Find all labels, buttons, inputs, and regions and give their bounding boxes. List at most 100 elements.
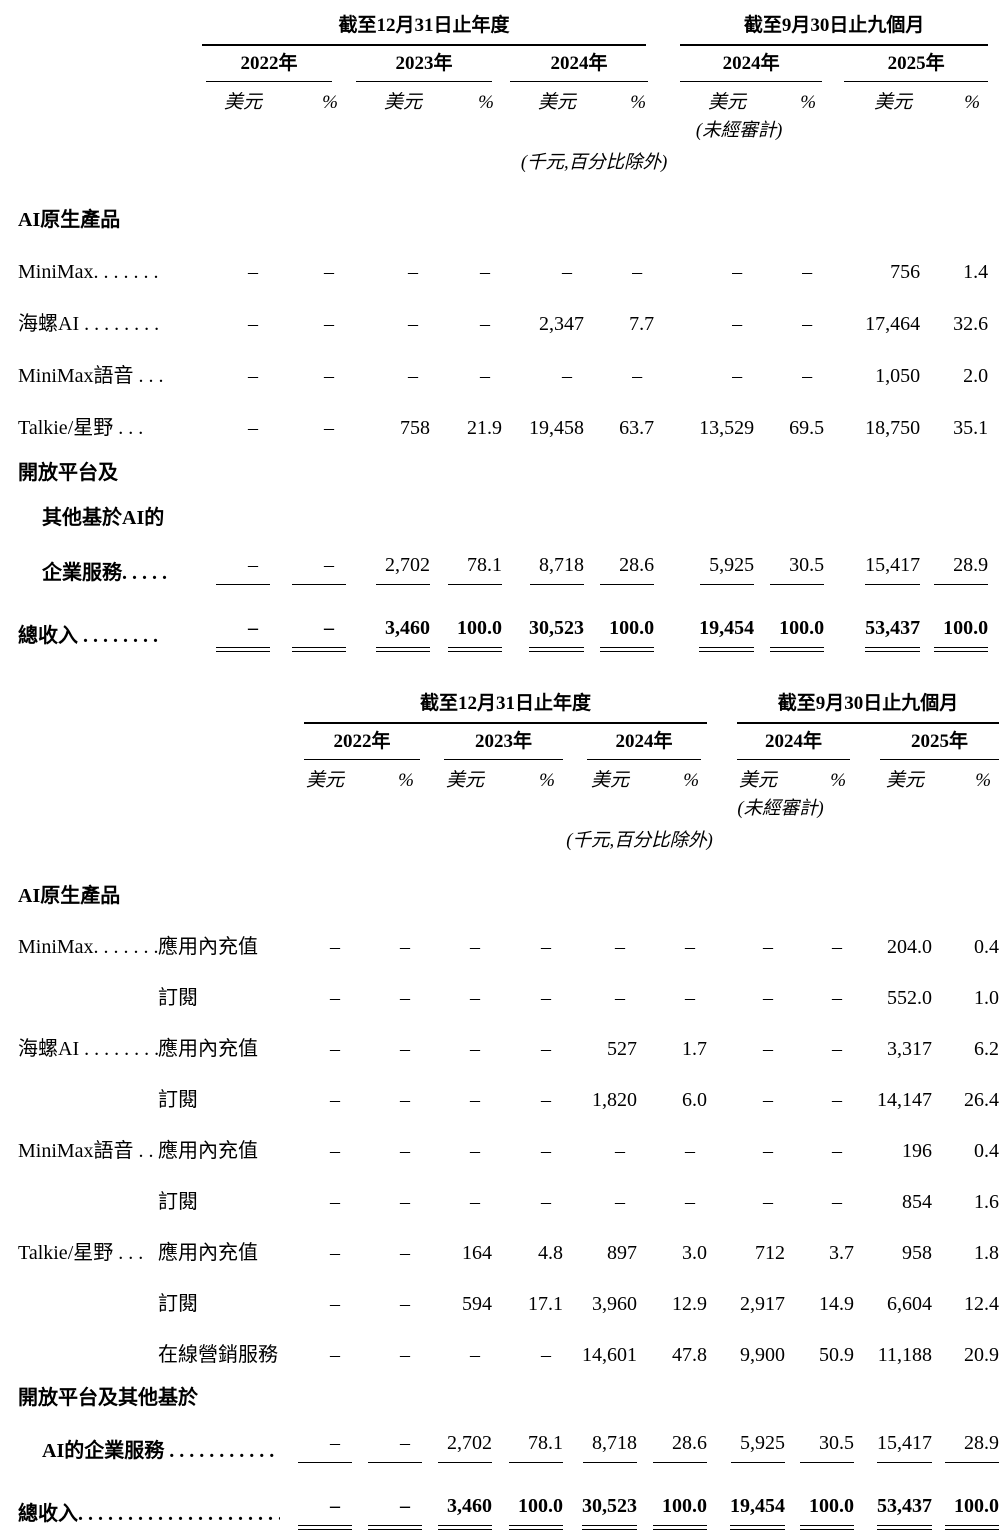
total-value: – [368,1495,422,1530]
value: 897 [607,1242,637,1265]
value-text: 6.0 [682,1089,708,1111]
year-label: 2025年 [844,53,989,82]
value-cell: 100.0 [920,594,989,660]
value-cell: 100.0 [932,1472,1000,1538]
section-label: 開放平台及 [18,462,118,484]
value-cell: – [785,917,854,968]
value-cell: – [352,1274,422,1325]
value: – [615,1140,637,1163]
value-cell: 1.7 [637,1019,707,1070]
value-cell: 14,601 [563,1325,637,1376]
value: 12.9 [672,1293,707,1316]
value-cell: 3,960 [563,1274,637,1325]
value-text: – [400,1140,410,1162]
table-row: 開放平台及其他基於 [18,1376,999,1419]
value: – [470,1089,492,1112]
value-text: – [400,1495,410,1517]
value-cell: 12.4 [932,1274,999,1325]
value-text: 2.0 [963,365,989,387]
value-text: – [732,365,743,387]
value-cell: 7.7 [584,293,654,345]
value-cell: 14.9 [785,1274,854,1325]
value-cell: 35.1 [920,397,988,449]
value-text: – [685,1140,696,1162]
period-annual-header: 截至12月31日止年度 [200,6,654,46]
currency-label: 美元 [874,92,913,113]
value-text: 1.6 [974,1191,1000,1213]
year-label: 2024年 [737,731,851,760]
value-cell: 28.6 [584,539,655,594]
value-text: 30,523 [582,1495,637,1517]
table-row: 訂閱 – – 594 17.1 3,960 12.9 2,917 14.9 6,604 12.4 [18,1274,999,1325]
value-cell: 28.9 [920,539,989,594]
value-cell: – [492,1325,563,1376]
value-cell: 196 [854,1121,932,1172]
value: – [615,1191,637,1214]
value-cell: 19,454 [707,1472,786,1538]
value: – [470,1191,492,1214]
year-label: 2023年 [356,53,492,82]
value-cell: – [352,1019,422,1070]
value: 1,820 [592,1089,637,1112]
value-text: – [685,1191,696,1213]
value-cell: 3.0 [637,1223,707,1274]
value-text: – [615,936,625,958]
value: 6,604 [887,1293,932,1316]
period-nine-month-label: 截至9月30日止九個月 [737,693,1000,724]
value-text: 1.4 [963,261,989,283]
subtotal-value: 8,718 [583,1432,637,1463]
total-value: 100.0 [800,1495,855,1530]
subtotal-value: 5,925 [700,554,755,585]
value: 14,147 [877,1089,932,1112]
value-cell: – [492,1172,563,1223]
value-text: 50.9 [819,1344,855,1366]
value-text: – [330,1140,340,1162]
value-cell: 2,702 [422,1419,492,1472]
value-text: 7.7 [629,313,655,335]
value-cell: 20.9 [932,1325,999,1376]
value-cell: 6.0 [637,1070,707,1121]
percent-label: % [630,92,647,113]
value: – [763,987,785,1010]
row-label: MiniMax. . . . . . . [18,936,158,958]
value: – [480,365,502,388]
value-cell: – [280,1472,352,1538]
value-cell: – [280,1325,352,1376]
value-text: – [470,1089,480,1111]
value-text: 3,460 [385,617,430,639]
value: – [832,1089,854,1112]
value-text: – [763,1191,774,1213]
value-text: 14,147 [877,1089,933,1111]
value-text: 28.6 [672,1432,708,1454]
row-label [18,1070,158,1121]
value-cell: – [707,968,785,1019]
year-header-row: 2022年 2023年 2024年 2024年 2025年 [18,46,989,82]
value-text: 21.9 [467,417,502,439]
table-row: AI的企業服務 . . . . . . . . . . . . . . – – 2,7… [18,1419,1000,1472]
monetization-type: 應用內充值 [158,1038,258,1060]
value: 26.4 [964,1089,999,1112]
value-text: 17.1 [528,1293,563,1315]
value: – [248,261,270,284]
value: 0.4 [974,1140,999,1163]
row-label: 總收入 . . . . . . . . [18,625,158,647]
table-row: 在線營銷服務 – – – – 14,601 47.8 9,900 50.9 11,188 20.9 [18,1325,999,1376]
value-text: – [763,1038,774,1060]
value: – [732,261,754,284]
value: 17,464 [865,313,920,336]
value: 19,458 [529,417,584,440]
value-text: 3,317 [887,1038,933,1060]
value-text: 3,460 [447,1495,492,1517]
total-value: – [298,1495,352,1530]
value: – [470,1038,492,1061]
year-header-row: 2022年 2023年 2024年 2024年 2025年 [18,724,1000,760]
value-cell: – [352,1223,422,1274]
value-text: – [330,1344,340,1366]
value: 7.7 [629,313,654,336]
value-cell: – [280,1121,352,1172]
table-row: AI原生產品 [18,180,988,241]
currency-header-row: 美元 % 美元 % 美元 % 美元 % 美元 % [18,82,988,114]
value-cell: – [492,1019,563,1070]
value-cell: – [422,1121,492,1172]
